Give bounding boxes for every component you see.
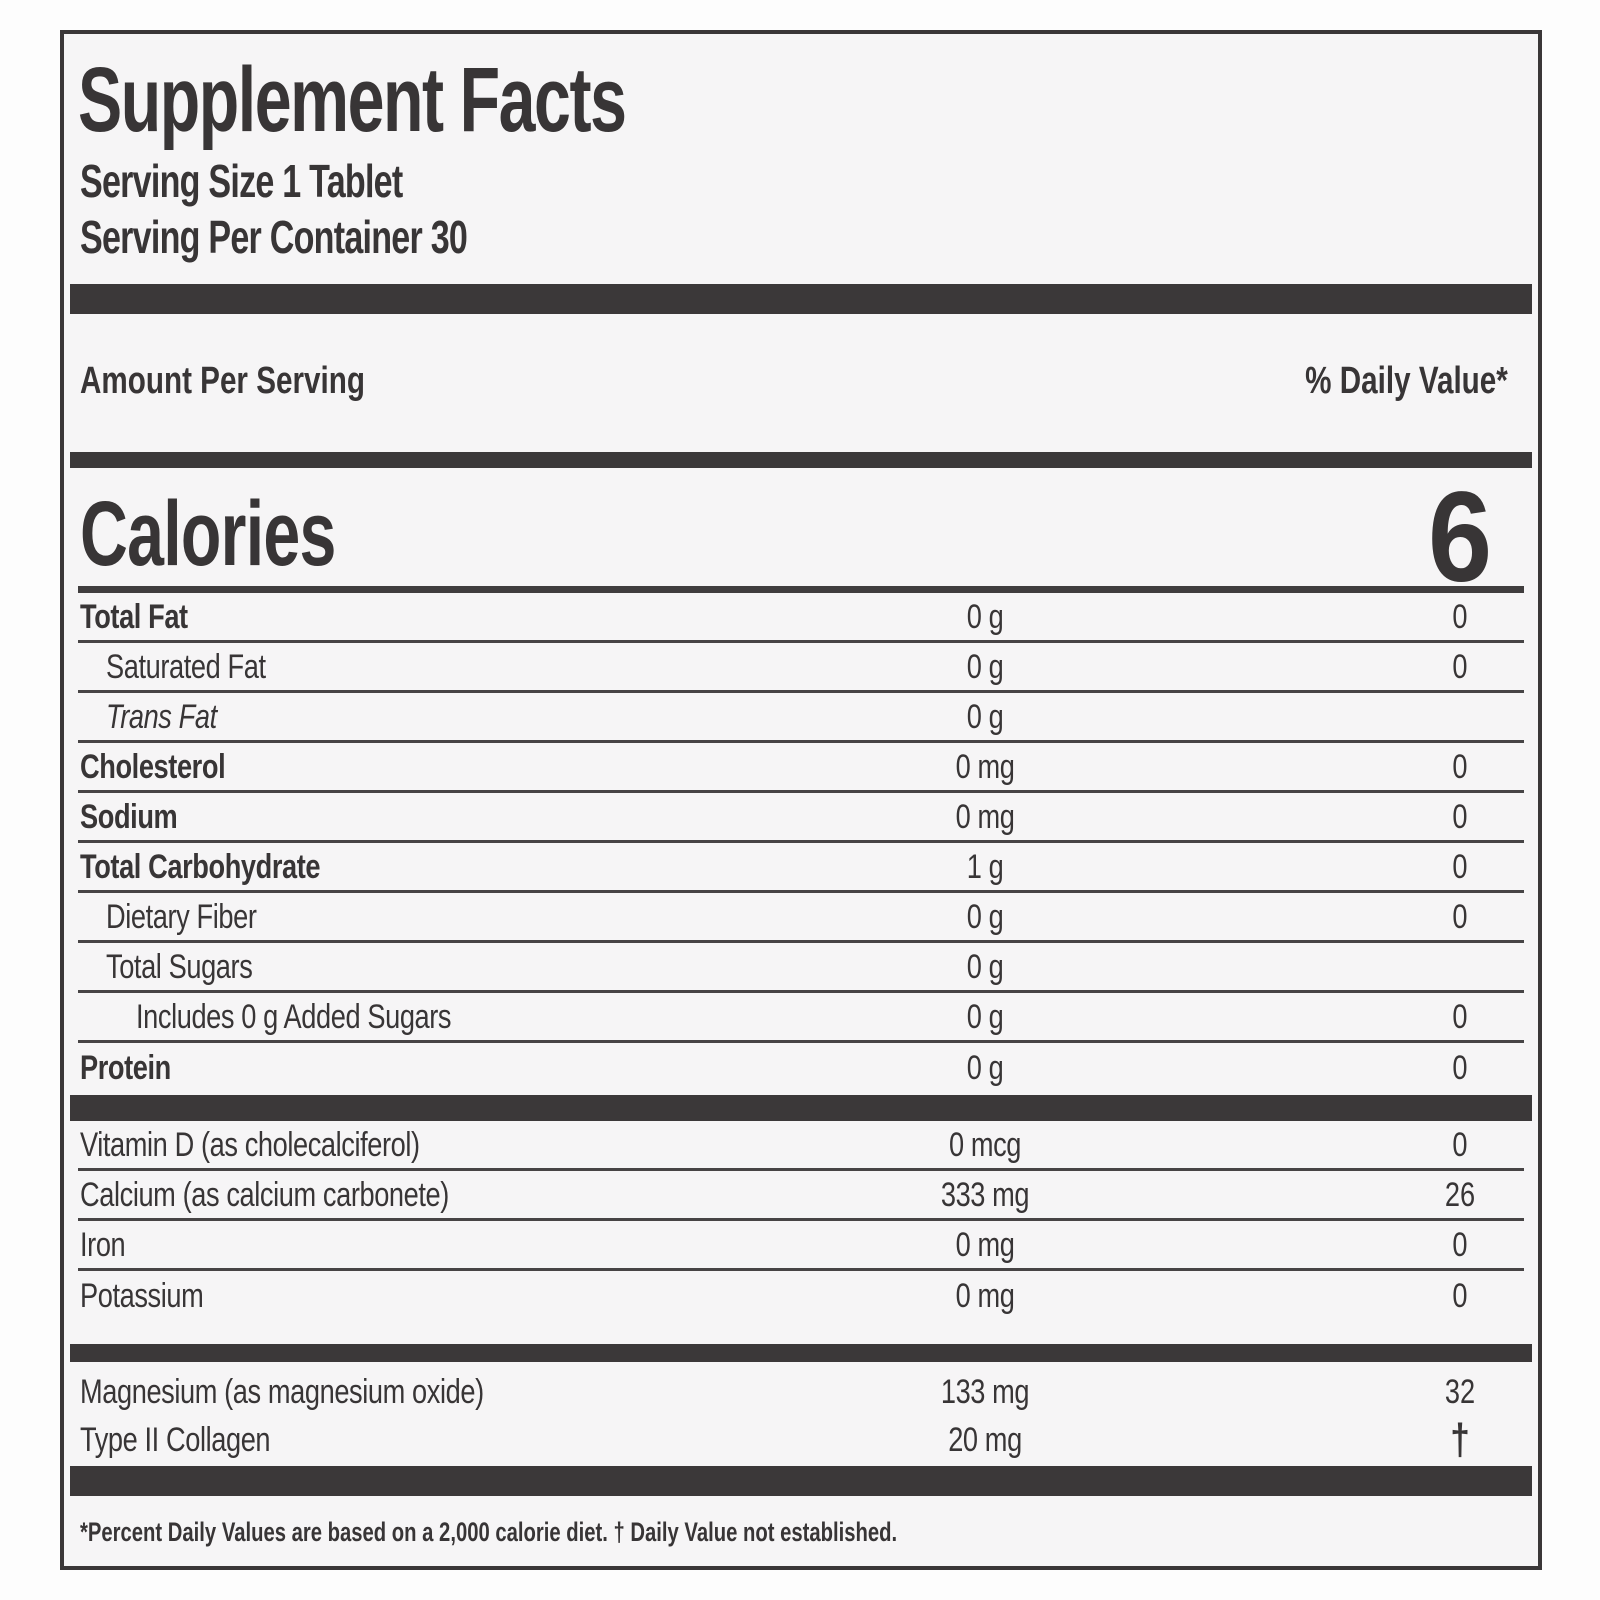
nutrient-amount: 0 g: [966, 997, 1003, 1036]
nutrient-dv: 0: [1452, 597, 1468, 636]
nutrient-name: Trans Fat: [106, 697, 217, 736]
nutrient-row: Includes 0 g Added Sugars 0 g 0: [78, 993, 1524, 1043]
nutrient-row: Sodium 0 mg 0: [78, 793, 1524, 843]
nutrient-row: Cholesterol 0 mg 0: [78, 743, 1524, 793]
section-divider-bar: [70, 1095, 1532, 1121]
nutrient-amount: 133 mg: [940, 1373, 1029, 1411]
other-ingredients-table: Magnesium (as magnesium oxide) 133 mg 32…: [78, 1368, 1524, 1464]
supplement-facts-label: Supplement Facts Serving Size 1 Tablet S…: [60, 30, 1542, 1570]
calories-underline: [78, 586, 1524, 593]
nutrient-name: Calcium (as calcium carbonete): [80, 1175, 449, 1214]
nutrient-name: Includes 0 g Added Sugars: [136, 997, 452, 1036]
macronutrient-table: Total Fat 0 g 0 Saturated Fat 0 g 0 Tran…: [78, 593, 1524, 1093]
nutrient-name: Potassium: [80, 1277, 204, 1315]
nutrient-amount: 0 g: [966, 697, 1003, 736]
nutrient-dv: 0: [1452, 897, 1468, 936]
nutrient-dv: 0: [1452, 1049, 1468, 1087]
amount-per-serving-header: Amount Per Serving: [80, 360, 365, 402]
nutrient-amount: 0 mg: [955, 747, 1015, 786]
calories-value: 6: [1428, 466, 1493, 610]
nutrient-name: Total Sugars: [106, 947, 253, 986]
nutrient-dv: 0: [1452, 1277, 1468, 1315]
nutrient-dv: 0: [1452, 747, 1468, 786]
nutrient-name: Type II Collagen: [80, 1421, 271, 1459]
nutrient-row: Potassium 0 mg 0: [78, 1271, 1524, 1321]
nutrient-dv: 0: [1452, 997, 1468, 1036]
daily-value-footnote: *Percent Daily Values are based on a 2,0…: [80, 1517, 898, 1547]
label-title: Supplement Facts: [78, 49, 627, 151]
nutrient-name: Dietary Fiber: [106, 897, 257, 936]
nutrient-amount: 0 mg: [955, 1225, 1015, 1264]
section-divider-bar: [70, 1344, 1532, 1362]
nutrient-row: Protein 0 g 0: [78, 1043, 1524, 1093]
section-divider-bar: [70, 284, 1532, 314]
nutrient-row: Dietary Fiber 0 g 0: [78, 893, 1524, 943]
nutrient-name: Saturated Fat: [106, 647, 266, 686]
daily-value-header: % Daily Value*: [1305, 360, 1508, 402]
nutrient-amount: 20 mg: [947, 1421, 1022, 1459]
nutrient-amount: 333 mg: [940, 1175, 1029, 1214]
nutrient-row: Trans Fat 0 g: [78, 693, 1524, 743]
nutrient-row: Vitamin D (as cholecalciferol) 0 mcg 0: [78, 1121, 1524, 1171]
nutrient-name: Cholesterol: [80, 747, 226, 786]
nutrient-amount: 0 g: [966, 947, 1003, 986]
nutrient-name: Total Fat: [80, 597, 188, 636]
nutrient-name: Total Carbohydrate: [80, 847, 321, 886]
nutrient-dv: 0: [1452, 847, 1468, 886]
nutrient-amount: 0 g: [966, 597, 1003, 636]
dagger-icon: †: [1450, 1415, 1471, 1464]
nutrient-name: Sodium: [80, 797, 178, 836]
nutrient-dv: 0: [1452, 797, 1468, 836]
nutrient-row: Saturated Fat 0 g 0: [78, 643, 1524, 693]
section-divider-bar: [70, 1466, 1532, 1496]
nutrient-dv: 0: [1452, 1125, 1468, 1164]
nutrient-amount: 0 mg: [955, 797, 1015, 836]
nutrient-row: Calcium (as calcium carbonete) 333 mg 26: [78, 1171, 1524, 1221]
serving-size: Serving Size 1 Tablet: [80, 155, 403, 207]
nutrient-amount: 0 mcg: [948, 1125, 1021, 1164]
calories-row: Calories 6: [80, 474, 1524, 602]
nutrient-amount: 0 g: [966, 1049, 1003, 1087]
nutrient-amount: 0 g: [966, 897, 1003, 936]
nutrient-dv: 26: [1445, 1175, 1476, 1214]
nutrient-amount: 0 mg: [955, 1277, 1015, 1315]
nutrient-row: Total Carbohydrate 1 g 0: [78, 843, 1524, 893]
calories-label: Calories: [80, 483, 336, 585]
nutrient-row: Type II Collagen 20 mg †: [78, 1416, 1524, 1464]
nutrient-dv: 32: [1445, 1373, 1476, 1411]
nutrient-name: Vitamin D (as cholecalciferol): [80, 1125, 420, 1164]
nutrient-row: Magnesium (as magnesium oxide) 133 mg 32: [78, 1368, 1524, 1416]
column-headers: Amount Per Serving % Daily Value*: [80, 362, 1508, 400]
nutrient-row: Iron 0 mg 0: [78, 1221, 1524, 1271]
nutrient-dv: 0: [1452, 1225, 1468, 1264]
nutrient-dv: 0: [1452, 647, 1468, 686]
nutrient-amount: 0 g: [966, 647, 1003, 686]
micronutrient-table: Vitamin D (as cholecalciferol) 0 mcg 0 C…: [78, 1121, 1524, 1321]
section-divider-bar: [70, 452, 1532, 468]
nutrient-row: Total Fat 0 g 0: [78, 593, 1524, 643]
nutrient-row: Total Sugars 0 g: [78, 943, 1524, 993]
nutrient-name: Protein: [80, 1049, 171, 1087]
nutrient-name: Magnesium (as magnesium oxide): [80, 1373, 484, 1411]
servings-per-container: Serving Per Container 30: [80, 211, 468, 263]
nutrient-amount: 1 g: [966, 847, 1003, 886]
nutrient-name: Iron: [80, 1225, 126, 1264]
